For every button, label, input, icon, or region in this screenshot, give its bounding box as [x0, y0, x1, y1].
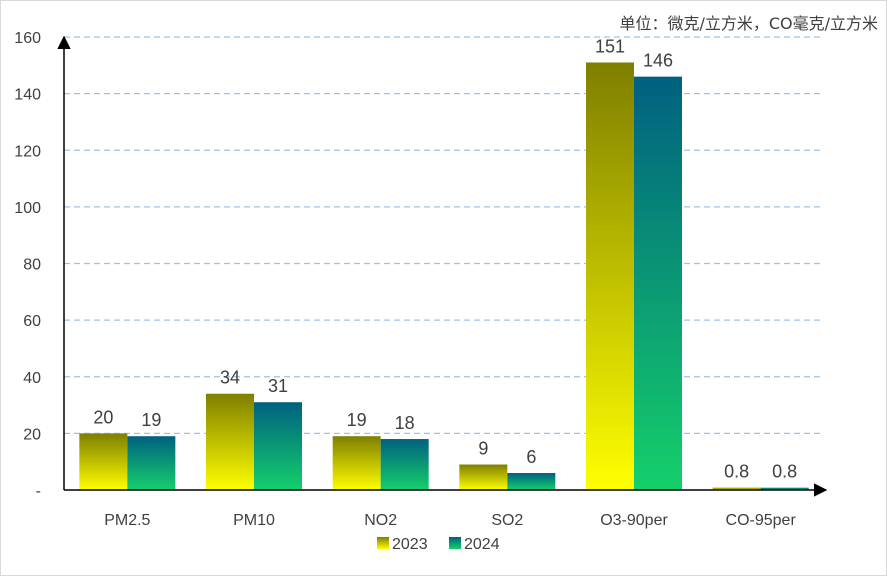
y-tick-label: 160: [14, 30, 41, 47]
data-labels: 20 19 34 31 19 18 9 6 151 146 0.8 0.8: [93, 36, 797, 481]
legend-label: 2024: [464, 536, 500, 553]
x-tick-label: CO-95per: [726, 512, 797, 529]
data-label: 34: [220, 368, 240, 388]
y-tick-label: 140: [14, 87, 41, 104]
data-label: 0.8: [772, 462, 797, 482]
x-tick-label: O3-90per: [600, 512, 668, 529]
bar-2024: [380, 439, 429, 490]
x-tick-label: NO2: [364, 512, 397, 529]
grid-lines: [64, 36, 824, 435]
legend-label: 2023: [392, 536, 428, 553]
bar-2024: [254, 402, 302, 490]
unit-note: 单位：微克/立方米，CO毫克/立方米: [619, 14, 878, 33]
axes: [57, 35, 828, 497]
data-label: 146: [643, 51, 673, 71]
data-label: 151: [595, 36, 625, 56]
x-tick-labels: PM2.5 PM10 NO2 SO2 O3-90per CO-95per: [104, 512, 796, 529]
bar-2024: [634, 76, 682, 490]
data-label: 9: [478, 439, 488, 459]
data-label: 6: [526, 447, 536, 467]
y-tick-label: 40: [23, 370, 41, 387]
y-tick-label: 60: [23, 313, 41, 330]
data-label: 19: [141, 410, 161, 430]
bar-2023: [206, 393, 254, 490]
bar-2024: [507, 473, 556, 490]
bar-2024: [127, 436, 176, 490]
y-tick-label: 20: [23, 426, 41, 443]
x-tick-label: PM2.5: [104, 512, 150, 529]
y-tick-label: 80: [23, 257, 41, 274]
bar-2023: [586, 62, 634, 490]
data-label: 19: [347, 410, 367, 430]
bar-2023: [459, 464, 508, 490]
bar-2024: [760, 487, 809, 490]
data-label: 31: [268, 376, 288, 396]
x-tick-label: PM10: [233, 512, 275, 529]
data-label: 18: [395, 413, 415, 433]
y-tick-labels: - 20 40 60 80 100 120 140 160: [14, 30, 41, 500]
bar-2023: [79, 433, 128, 490]
bar-2023: [712, 487, 761, 490]
data-label: 0.8: [724, 462, 749, 482]
x-tick-label: SO2: [491, 512, 523, 529]
bars: [79, 62, 809, 490]
legend-swatch-2023: [377, 537, 389, 549]
bar-2023: [332, 436, 381, 490]
y-tick-label: -: [36, 483, 41, 500]
data-label: 20: [93, 407, 113, 427]
y-tick-label: 120: [14, 143, 41, 160]
legend: 2023 2024: [377, 536, 500, 553]
legend-swatch-2024: [449, 537, 461, 549]
y-tick-label: 100: [14, 200, 41, 217]
